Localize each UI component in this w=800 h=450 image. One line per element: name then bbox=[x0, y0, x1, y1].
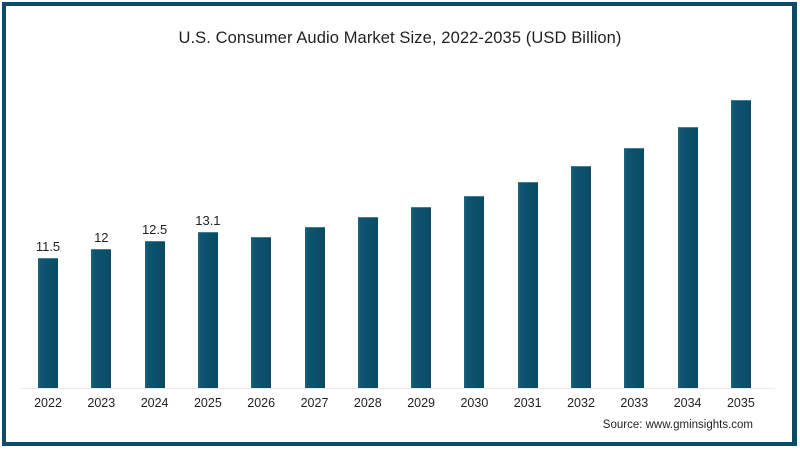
x-axis-label-2032: 2032 bbox=[567, 396, 595, 410]
x-axis-label-2030: 2030 bbox=[460, 396, 489, 410]
x-axis-label-2022: 2022 bbox=[34, 396, 62, 410]
x-axis-label-2027: 2027 bbox=[300, 396, 329, 410]
chart-title: U.S. Consumer Audio Market Size, 2022-20… bbox=[178, 29, 622, 47]
bar-value-label-2024: 12.5 bbox=[141, 222, 168, 237]
x-axis-label-2031: 2031 bbox=[513, 396, 542, 410]
bar-2030 bbox=[464, 196, 485, 388]
x-axis-label-2024: 2024 bbox=[140, 396, 169, 410]
bar-value-label-2022: 11.5 bbox=[35, 239, 61, 254]
x-axis-label-2028: 2028 bbox=[353, 396, 382, 410]
bar-2026 bbox=[251, 237, 272, 388]
x-axis-label-2029: 2029 bbox=[407, 396, 435, 410]
bar-2022 bbox=[38, 258, 58, 388]
bar-2032 bbox=[571, 166, 591, 388]
x-axis-label-2023: 2023 bbox=[87, 396, 116, 410]
bar-2033 bbox=[624, 148, 645, 388]
bar-2023 bbox=[91, 249, 112, 388]
bar-2029 bbox=[411, 207, 432, 388]
x-axis-label-2026: 2026 bbox=[247, 396, 276, 410]
bar-value-label-2025: 13.1 bbox=[195, 213, 221, 228]
bar-2024 bbox=[144, 241, 165, 388]
bar-2035 bbox=[730, 100, 751, 388]
bar-2025 bbox=[197, 232, 218, 388]
bar-2031 bbox=[517, 182, 538, 388]
source-attribution: Source: www.gminsights.com bbox=[602, 419, 753, 431]
x-axis-baseline bbox=[20, 388, 775, 389]
x-axis-label-2025: 2025 bbox=[193, 396, 222, 410]
bar-2027 bbox=[304, 227, 325, 388]
x-axis-label-2034: 2034 bbox=[673, 396, 702, 410]
bar-2034 bbox=[677, 127, 698, 388]
bar-2028 bbox=[357, 217, 378, 388]
x-axis-label-2035: 2035 bbox=[726, 396, 755, 410]
bar-value-label-2023: 12 bbox=[94, 230, 109, 245]
x-axis-label-2033: 2033 bbox=[620, 396, 649, 410]
